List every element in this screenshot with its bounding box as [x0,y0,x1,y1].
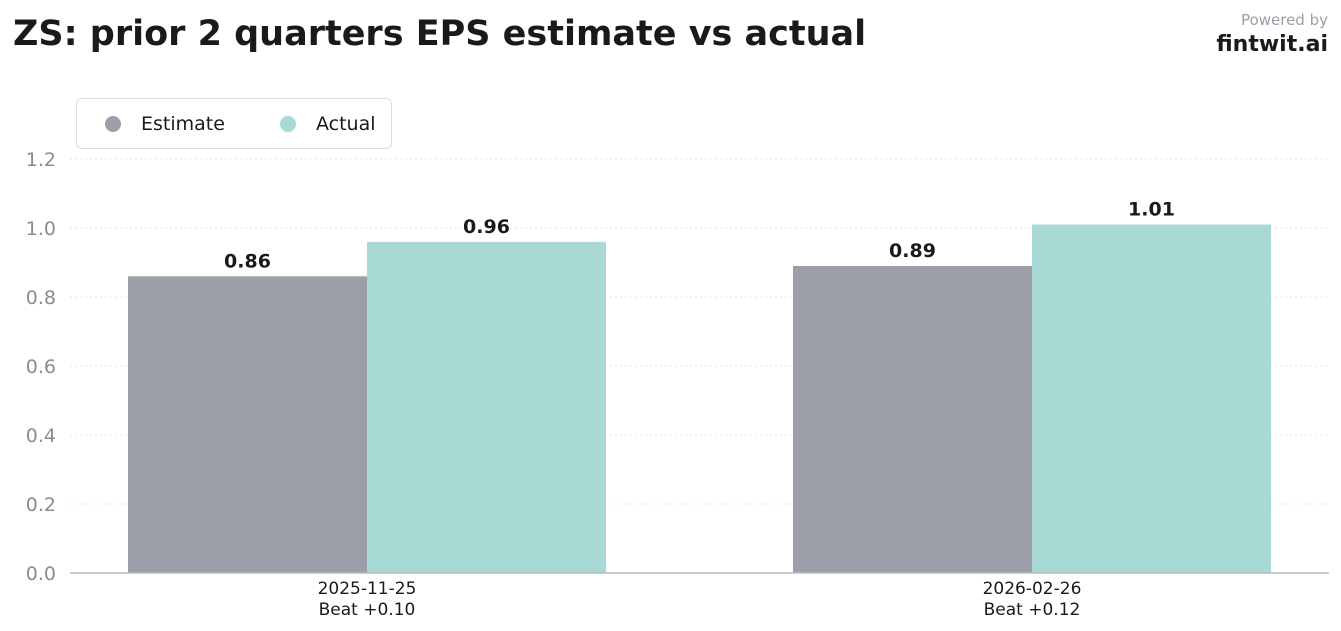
x-tick-label: Beat +0.10 [319,600,416,620]
y-tick-label: 0.0 [26,563,56,585]
brand-block: Powered by fintwit.ai [1216,11,1328,57]
legend-swatch-actual [280,115,296,132]
powered-by-label: Powered by [1241,11,1328,29]
y-tick-label: 1.2 [26,149,56,171]
brand-name: fintwit.ai [1216,32,1328,57]
bar-estimate [128,276,367,573]
y-tick-label: 0.8 [26,287,56,309]
y-tick-label: 0.2 [26,494,56,516]
page-title: ZS: prior 2 quarters EPS estimate vs act… [13,14,867,54]
legend-item-estimate: Estimate [105,99,225,148]
data-label-estimate: 0.86 [224,250,271,272]
legend-label-estimate: Estimate [141,112,225,135]
y-tick-label: 1.0 [26,218,56,240]
x-tick-label: Beat +0.12 [984,600,1081,620]
data-label-actual: 1.01 [1128,199,1175,221]
x-tick-label: 2026-02-26 [983,579,1082,599]
legend-item-actual: Actual [280,99,376,148]
chart-legend: Estimate Actual [76,98,392,149]
data-label-actual: 0.96 [463,216,510,238]
y-tick-label: 0.6 [26,356,56,378]
data-label-estimate: 0.89 [889,240,936,262]
y-tick-label: 0.4 [26,425,56,447]
legend-swatch-estimate [105,115,121,132]
bar-actual [1032,224,1271,574]
x-tick-label: 2025-11-25 [318,579,417,599]
bar-estimate [793,265,1032,573]
bar-actual [367,241,606,574]
legend-label-actual: Actual [316,112,376,135]
